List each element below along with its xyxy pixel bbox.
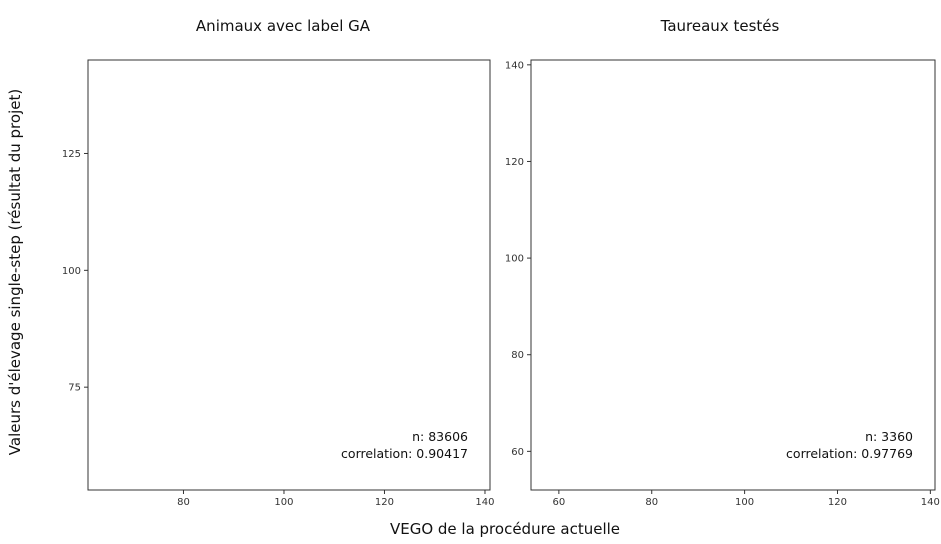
scatter-point [444,51,445,52]
scatter-point [449,55,450,56]
scatter-point [434,57,435,58]
scatter-point [118,491,119,492]
scatter-point [429,43,430,44]
scatter-point [133,499,134,500]
scatter-point [113,523,114,524]
scatter-point [143,493,144,494]
panel-1-title: Animaux avec label GA [196,17,371,35]
